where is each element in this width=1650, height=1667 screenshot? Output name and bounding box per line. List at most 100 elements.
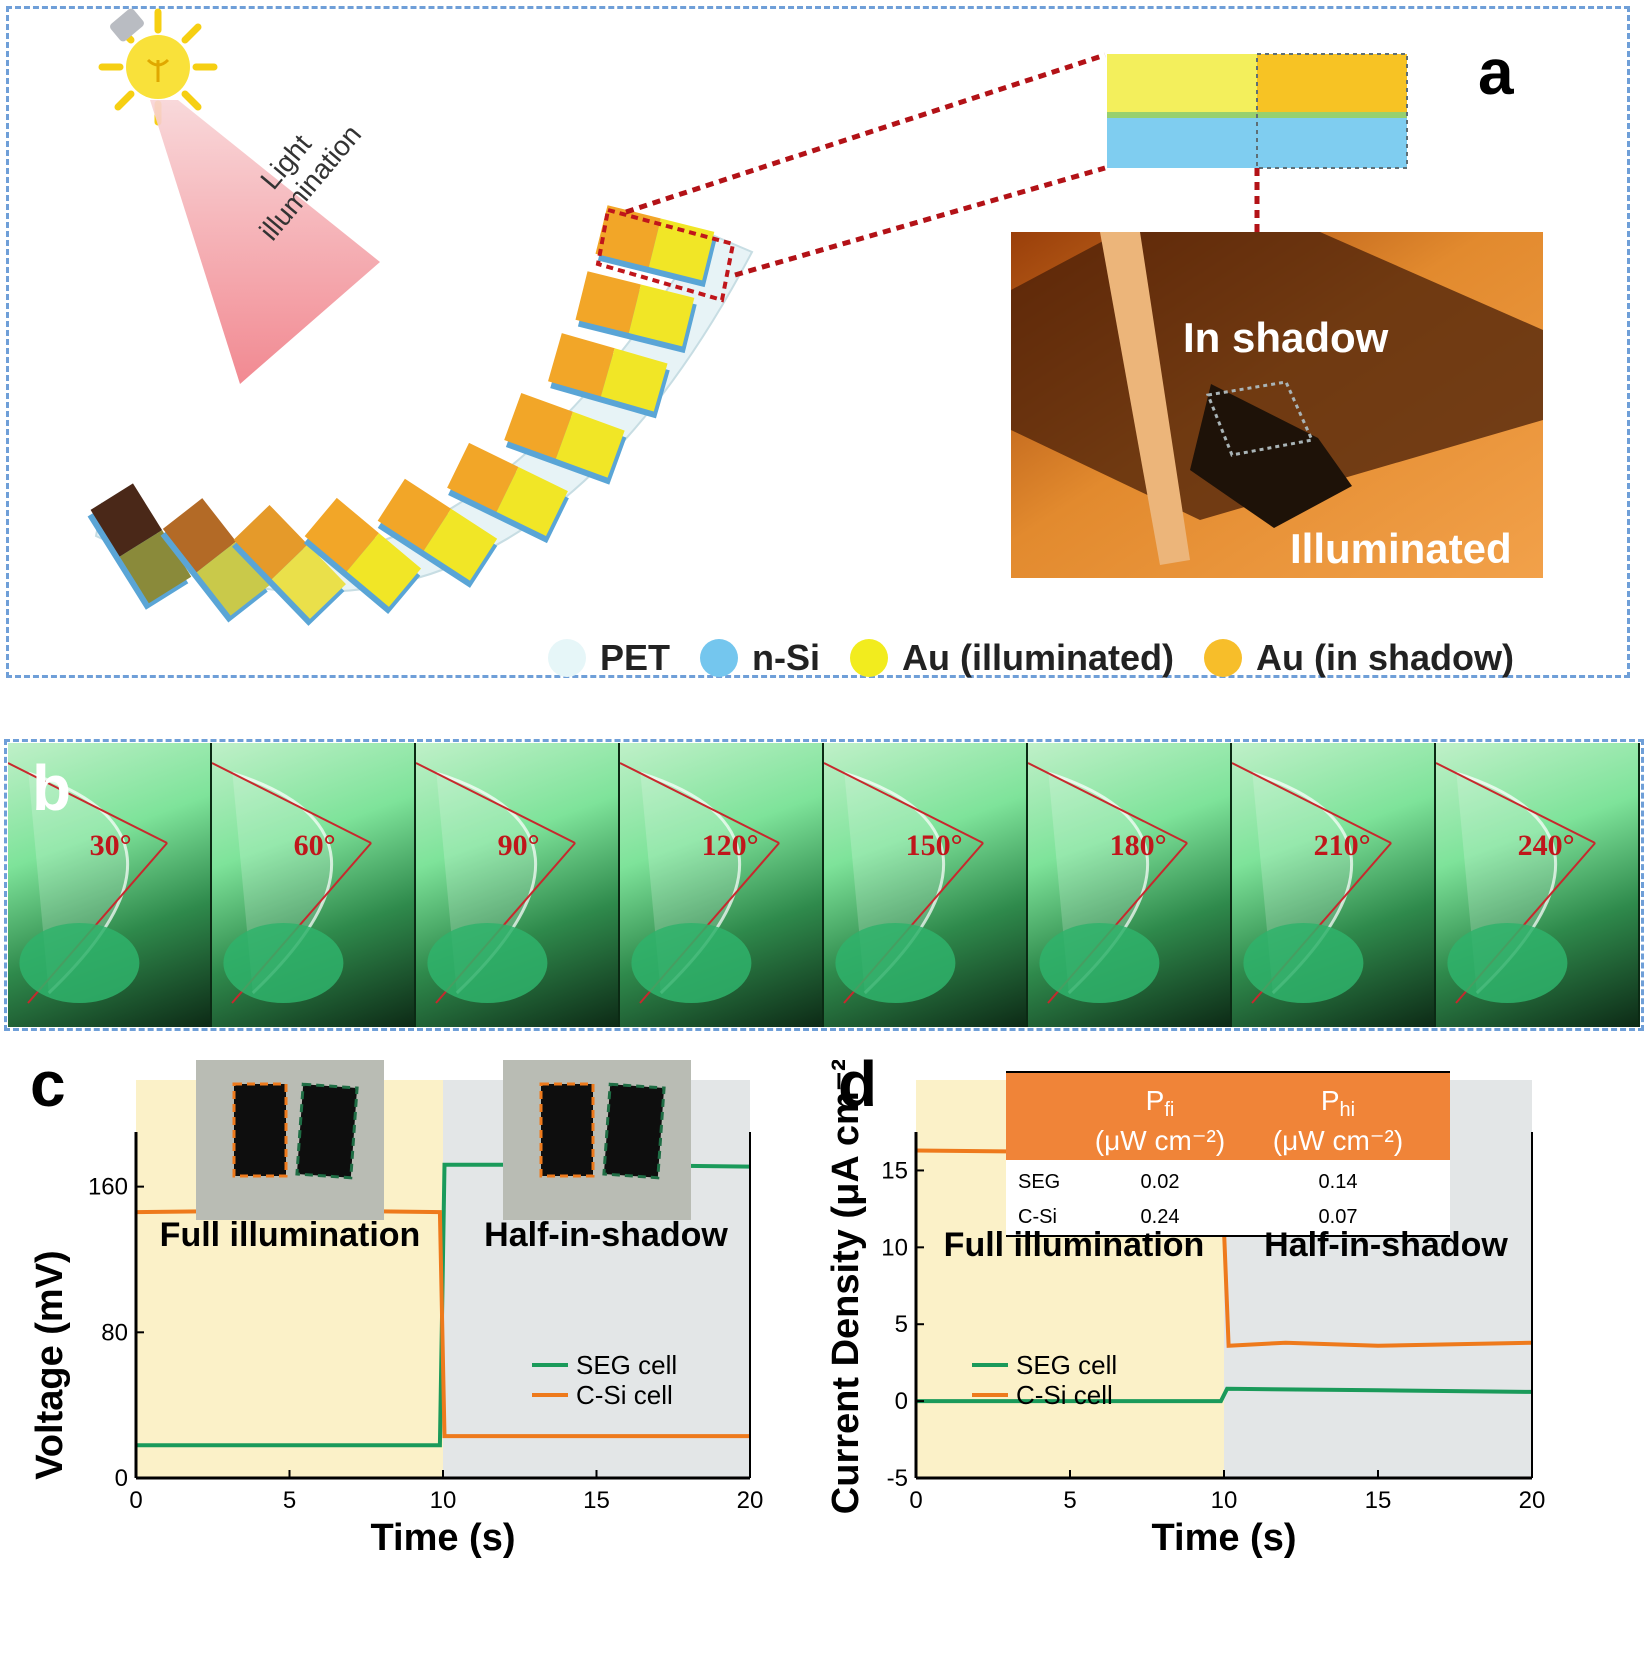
angle-label-7: 210° (1313, 829, 1371, 862)
power-table-unit-1: (μW cm⁻²) (1095, 1125, 1225, 1156)
bending-photo-6: 180° (1028, 743, 1232, 1027)
legend-swatch-n-si (700, 639, 739, 677)
chart-c-ytick-label-1: 80 (101, 1319, 128, 1346)
chart-d-xtick-label-2: 10 (1211, 1487, 1238, 1514)
chart-c-photo-inset-1 (196, 1060, 384, 1220)
light-beam (150, 100, 380, 384)
zoom-cross-section (1107, 53, 1408, 169)
chart-c-xtick-label-0: 0 (129, 1487, 142, 1514)
angle-label-5: 150° (905, 829, 963, 862)
bending-sheet-3 (416, 762, 576, 1004)
chart-c-ytick-label-2: 160 (88, 1174, 128, 1201)
chart-c-region-label-1: Full illumination (160, 1216, 421, 1254)
legend-label-au-shadow: Au (in shadow) (1256, 637, 1514, 678)
angle-label-3: 90° (497, 829, 540, 862)
legend-swatch-au-shadow (1204, 639, 1243, 677)
chart-d-xtick-label-0: 0 (909, 1487, 922, 1514)
panel-c-letter: c (30, 1048, 66, 1120)
bending-photo-4: 120° (620, 743, 824, 1027)
chart-c-region-label-2: Half-in-shadow (484, 1216, 728, 1254)
chart-d-xtick-label-1: 5 (1063, 1487, 1076, 1514)
chart-c-legend-label-2: C-Si cell (576, 1380, 673, 1410)
angle-label-8: 240° (1517, 829, 1575, 862)
bending-sheet-4 (620, 762, 780, 1004)
chart-c-ylabel: Voltage (mV) (29, 1250, 71, 1479)
bending-photo-5: 150° (824, 743, 1028, 1027)
bending-sheet-7 (1232, 762, 1392, 1004)
bending-sheet-5 (824, 762, 984, 1004)
legend-item-au-illuminated: Au (illuminated) (850, 637, 1174, 679)
bending-photo-strip: 30° 60° 90° 120° 150° 180° 210° 240° (8, 743, 1640, 1027)
shadow-photo (1011, 232, 1543, 578)
chart-d-xtick-label-4: 20 (1519, 1487, 1546, 1514)
legend-label-au-illuminated: Au (illuminated) (902, 637, 1175, 678)
bending-sheet-8 (1436, 762, 1596, 1004)
panel-a-letter: a (1478, 36, 1514, 108)
chart-d-legend-label-1: SEG cell (1016, 1350, 1117, 1380)
chart-c-xtick-label-2: 10 (430, 1487, 457, 1514)
chart-d-ytick-label-0: -5 (887, 1465, 908, 1492)
legend-item-au-shadow: Au (in shadow) (1204, 637, 1514, 679)
chart-c-xtick-label-4: 20 (737, 1487, 764, 1514)
chart-d-region-label-2: Half-in-shadow (1264, 1226, 1508, 1264)
chart-d-series-1 (916, 1386, 1533, 1404)
cell-array (87, 205, 717, 626)
power-table-unit-2: (μW cm⁻²) (1273, 1125, 1403, 1156)
chart-c-xlabel: Time (s) (370, 1517, 515, 1559)
panel-a-frame (6, 6, 1630, 678)
panel-b-frame (4, 739, 1644, 1031)
legend-swatch-pet (548, 639, 586, 677)
bending-photo-2: 60° (212, 743, 416, 1027)
bending-photo-7: 210° (1232, 743, 1436, 1027)
legend-label-n-si: n-Si (752, 637, 821, 678)
chart-c-ytick-label-0: 0 (115, 1465, 128, 1492)
power-table: Pfi (μW cm⁻²) Phi (μW cm⁻²) SEG 0.02 0.14 C-Si 0… (1006, 1071, 1450, 1237)
power-table-row-v1-1: 0.02 (1141, 1171, 1180, 1193)
power-table-body-bg (1006, 1160, 1450, 1236)
chart-d-region-label-1: Full illumination (944, 1226, 1205, 1264)
bending-photo-3: 90° (416, 743, 620, 1027)
illuminated-label: Illuminated (1290, 525, 1512, 572)
power-table-row-v1-2: 0.24 (1141, 1206, 1180, 1228)
chart-c: 0 5 10 15 20 0 80 160 Time (s) Voltage (mV) SEG ce… (29, 1060, 764, 1559)
chart-c-legend-label-1: SEG cell (576, 1350, 677, 1380)
legend-panel-a: PET n-Si Au (illuminated) Au (in shadow) (548, 636, 1514, 680)
panel-b-letter: b (32, 752, 72, 824)
power-table-row-v2-1: 0.14 (1319, 1171, 1358, 1193)
panel-d-letter: d (838, 1048, 878, 1120)
legend-swatch-au-illuminated (850, 639, 889, 677)
angle-label-1: 30° (89, 829, 132, 862)
chart-c-xtick-label-1: 5 (283, 1487, 296, 1514)
power-table-header-bg (1006, 1072, 1450, 1160)
legend-item-n-si: n-Si (700, 637, 820, 679)
power-table-row-name-2: C-Si (1018, 1206, 1057, 1228)
light-bulb-icon (98, 8, 218, 126)
angle-label-6: 180° (1109, 829, 1167, 862)
bending-photo-1: 30° (8, 743, 212, 1027)
angle-label-4: 120° (701, 829, 759, 862)
bending-sheet-6 (1028, 762, 1188, 1004)
chart-d-xtick-label-3: 15 (1365, 1487, 1392, 1514)
power-table-header-1: Pfi (1146, 1085, 1175, 1121)
angle-label-2: 60° (293, 829, 336, 862)
power-table-header-2: Phi (1321, 1085, 1355, 1121)
bending-sheet-2 (212, 762, 372, 1004)
bending-sheet-1 (8, 762, 168, 1004)
legend-item-pet: PET (548, 637, 670, 679)
legend-label-pet: PET (600, 637, 671, 678)
panel-a-illustration (87, 8, 1543, 626)
chart-d-ytick-label-3: 10 (881, 1234, 908, 1261)
bending-photo-8: 240° (1436, 743, 1640, 1027)
chart-c-photo-inset-2 (503, 1060, 691, 1220)
chart-d-legend-label-2: C-Si cell (1016, 1380, 1113, 1410)
zoom-cell-outline (595, 207, 736, 303)
power-table-row-v2-2: 0.07 (1319, 1206, 1358, 1228)
chart-d-ytick-label-2: 5 (895, 1311, 908, 1338)
in-shadow-label: In shadow (1183, 314, 1389, 361)
chart-c-xtick-label-3: 15 (583, 1487, 610, 1514)
chart-d-ytick-label-4: 15 (881, 1157, 908, 1184)
chart-d-ytick-label-1: 0 (895, 1388, 908, 1415)
chart-d-ylabel: Current Density (μA cm⁻²) (825, 1060, 867, 1514)
power-table-row-name-1: SEG (1018, 1171, 1060, 1193)
